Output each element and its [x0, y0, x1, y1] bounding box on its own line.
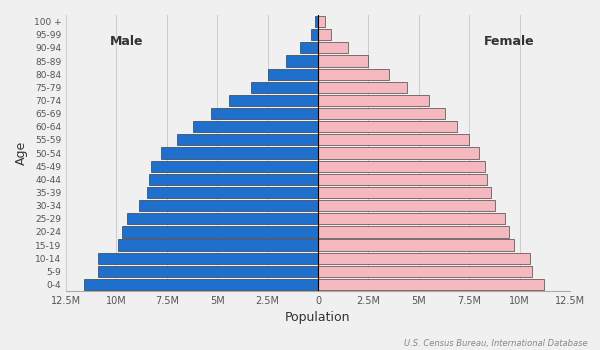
Bar [161, 147, 318, 159]
Bar [318, 108, 445, 119]
Bar [300, 42, 318, 54]
Bar [318, 16, 325, 27]
Bar [318, 239, 514, 251]
Bar [318, 134, 469, 146]
Bar [211, 108, 318, 119]
Bar [318, 69, 389, 80]
Bar [318, 147, 479, 159]
Bar [177, 134, 318, 146]
Bar [318, 187, 491, 198]
Bar [318, 213, 505, 224]
Bar [318, 55, 368, 66]
Bar [318, 82, 407, 93]
Bar [318, 200, 496, 211]
Bar [318, 226, 509, 238]
Bar [251, 82, 318, 93]
Bar [318, 253, 530, 264]
Bar [84, 279, 318, 290]
Bar [286, 55, 318, 66]
Bar [151, 161, 318, 172]
Bar [98, 253, 318, 264]
X-axis label: Population: Population [285, 312, 351, 324]
Bar [318, 174, 487, 185]
Bar [318, 161, 485, 172]
Bar [149, 174, 318, 185]
Text: Female: Female [484, 35, 535, 48]
Text: Male: Male [110, 35, 143, 48]
Bar [118, 239, 318, 251]
Bar [146, 187, 318, 198]
Bar [318, 42, 348, 54]
Bar [315, 16, 318, 27]
Bar [318, 279, 544, 290]
Bar [318, 95, 429, 106]
Bar [229, 95, 318, 106]
Bar [127, 213, 318, 224]
Bar [311, 29, 318, 40]
Bar [193, 121, 318, 132]
Bar [318, 121, 457, 132]
Text: U.S. Census Bureau, International Database: U.S. Census Bureau, International Databa… [404, 339, 588, 348]
Y-axis label: Age: Age [15, 141, 28, 165]
Bar [122, 226, 318, 238]
Bar [139, 200, 318, 211]
Bar [318, 29, 331, 40]
Bar [268, 69, 318, 80]
Bar [98, 266, 318, 277]
Bar [318, 266, 532, 277]
